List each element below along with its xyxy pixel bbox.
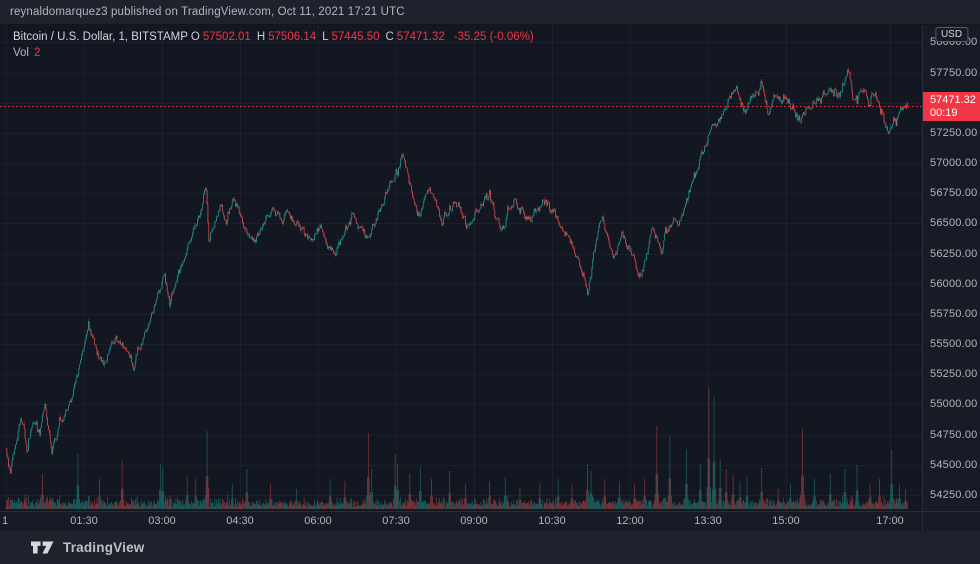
legend-ohlc-row: Bitcoin / U.S. Dollar, 1, BITSTAMP O 57502…: [13, 31, 537, 43]
legend-volume-row: Vol 2: [13, 47, 537, 59]
tradingview-logo-icon[interactable]: [30, 540, 55, 555]
price-tick: 54500.00: [930, 458, 978, 471]
currency-badge[interactable]: USD: [934, 27, 969, 42]
symbol-title[interactable]: Bitcoin / U.S. Dollar, 1, BITSTAMP: [13, 31, 188, 43]
price-tick: 57750.00: [930, 66, 978, 79]
footer: TradingView: [0, 531, 980, 564]
brand-name[interactable]: TradingView: [63, 540, 145, 555]
time-tick: 07:30: [382, 515, 410, 527]
price-tick: 57250.00: [930, 126, 978, 139]
time-tick: 13:30: [694, 515, 722, 527]
price-tick: 56000.00: [930, 277, 978, 290]
ohlc-h: H 57506.14: [256, 31, 317, 43]
volume-label: Vol: [13, 47, 29, 59]
price-chart-canvas[interactable]: [0, 25, 922, 511]
bar-countdown: 00:19: [930, 107, 958, 120]
ohlc-c: C 57471.32: [385, 31, 445, 43]
last-price-label: 57471.32 00:19: [923, 92, 980, 122]
price-tick: 55000.00: [930, 398, 978, 411]
axis-corner-separator: [922, 512, 923, 532]
time-tick: 03:00: [148, 515, 176, 527]
chart-area: Bitcoin / U.S. Dollar, 1, BITSTAMP O 57502…: [0, 25, 922, 511]
last-price-value: 57471.32: [930, 94, 976, 107]
price-axis[interactable]: USD 58000.0057750.0057500.0057250.005700…: [922, 25, 980, 511]
time-tick: 06:00: [304, 515, 332, 527]
price-tick: 55250.00: [930, 368, 978, 381]
price-tick: 54750.00: [930, 428, 978, 441]
time-tick: 15:00: [772, 515, 800, 527]
time-tick: 1: [2, 515, 9, 527]
price-tick: 57000.00: [930, 157, 978, 170]
change-value: -35.25 (-0.06%): [453, 31, 534, 43]
chart-main: Bitcoin / U.S. Dollar, 1, BITSTAMP O 57502…: [0, 25, 980, 511]
publisher-bar: reynaldomarquez3 published on TradingVie…: [0, 0, 980, 25]
time-axis[interactable]: 1 01:30 03:00 04:30 06:00 07:30 09:00 10:30 12:0…: [0, 511, 980, 532]
price-tick: 56750.00: [930, 187, 978, 200]
price-tick: 54250.00: [930, 488, 978, 501]
time-tick: 09:00: [460, 515, 488, 527]
time-tick: 10:30: [538, 515, 566, 527]
ohlc-o: O 57502.01: [190, 31, 251, 43]
publisher-text: reynaldomarquez3 published on TradingVie…: [10, 6, 405, 18]
volume-value: 2: [34, 47, 41, 59]
price-tick: 55750.00: [930, 307, 978, 320]
time-tick: 17:00: [876, 515, 904, 527]
ohlc-l: L 57445.50: [322, 31, 380, 43]
price-tick: 56250.00: [930, 247, 978, 260]
time-tick: 01:30: [70, 515, 98, 527]
time-tick: 04:30: [226, 515, 254, 527]
price-tick: 56500.00: [930, 217, 978, 230]
time-tick: 12:00: [616, 515, 644, 527]
chart-legend: Bitcoin / U.S. Dollar, 1, BITSTAMP O 57502…: [13, 31, 537, 59]
price-tick: 55500.00: [930, 338, 978, 351]
